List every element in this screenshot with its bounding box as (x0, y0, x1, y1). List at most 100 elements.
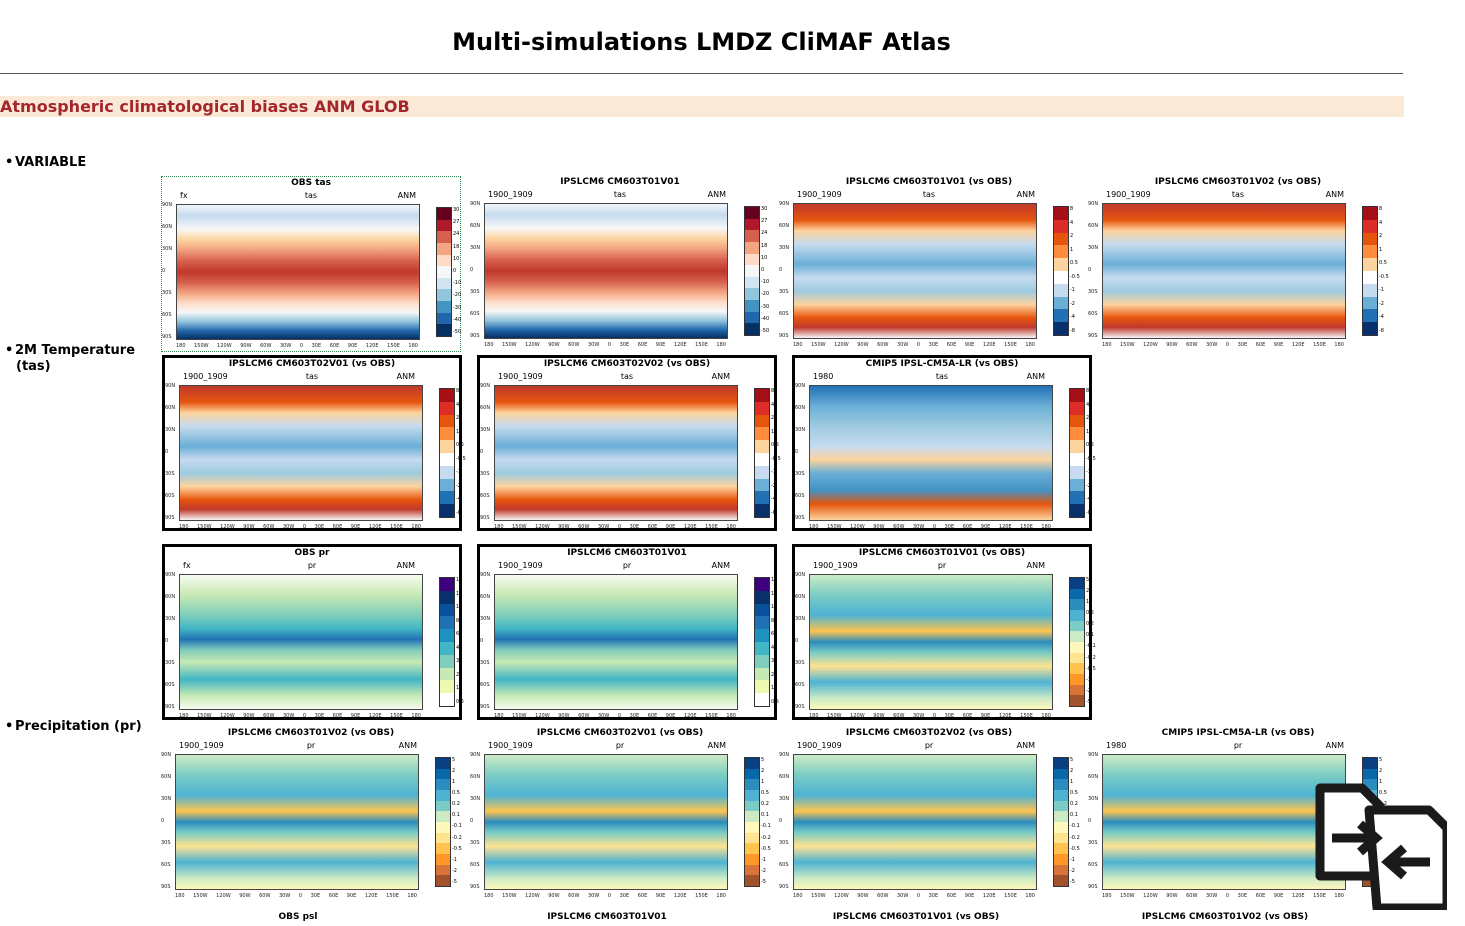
colorbar-tick-label: 1 (456, 428, 460, 435)
colorbar-tick-label: 10 (761, 254, 768, 261)
lon-tick-label: 180 (809, 524, 819, 530)
lat-tick-label: 60S (165, 682, 175, 688)
lon-tick-label: 120W (850, 713, 865, 719)
colorbar-segment (755, 478, 769, 492)
lon-tick-label: 150W (502, 893, 517, 899)
lon-tick-label: 180 (411, 713, 421, 719)
lon-axis: 180 150W 120W 90W 60W 30W 0 30E 60E 90E 120E 150E 18… (484, 893, 726, 899)
colorbar-tick-label: 2 (1086, 415, 1090, 422)
map-panel[interactable]: CMIP5 IPSL-CM5A-LR (vs OBS) 1980 pr ANM 90N 6… (1088, 727, 1389, 903)
map-panel[interactable]: CMIP5 IPSL-CM5A-LR (vs OBS) 1980 tas ANM 90N… (792, 355, 1096, 531)
map-panel[interactable]: IPSLCM6 CM603T01V01 1900_1909 pr ANM 90N 60N 3… (477, 544, 779, 720)
map-panel[interactable]: IPSLCM6 CM603T01V02 (vs OBS) 1900_1909 tas… (1088, 176, 1389, 352)
colorbar (1362, 206, 1378, 336)
colorbar-segment (1070, 652, 1084, 664)
map-panel[interactable]: OBS pr fx pr ANM 90N 60N 30N 0 30S 60S 90S 180 150W 1… (162, 544, 464, 720)
lon-tick-label: 60E (647, 713, 658, 719)
lon-tick-label: 120E (673, 342, 687, 348)
colorbar-tick-label: 14 (456, 577, 463, 583)
lon-tick-label: 30W (279, 343, 292, 349)
panel-season: ANM (1026, 372, 1045, 381)
map-panel[interactable]: IPSLCM6 CM603T02V02 (vs OBS) 1900_1909 pr A… (779, 727, 1080, 903)
colorbar-segment (436, 800, 450, 812)
colorbar-segment (1070, 440, 1084, 453)
colorbar-tick-label: -4 (456, 496, 461, 503)
lon-tick-label: 120E (368, 524, 382, 530)
lon-tick-label: 30E (311, 343, 322, 349)
panel-season: ANM (711, 372, 730, 381)
colorbar-segment (440, 667, 454, 681)
colorbar-segment (436, 853, 450, 865)
map-panel[interactable]: IPSLCM6 CM603T01V02 (vs OBS) 1900_1909 pr A… (161, 727, 462, 903)
map-panel[interactable]: IPSLCM6 CM603T01V01 (vs OBS) 1900_1909 tas… (779, 176, 1080, 352)
panel-title: CMIP5 IPSL-CM5A-LR (vs OBS) (865, 359, 1019, 369)
lon-tick-label: 90W (548, 893, 560, 899)
lon-tick-label: 120E (1291, 893, 1305, 899)
lon-tick-label: 180 (179, 524, 189, 530)
lat-tick-label: 30N (165, 427, 176, 433)
compare-files-icon[interactable] (1312, 780, 1447, 910)
lon-tick-label: 150E (1004, 893, 1017, 899)
lat-tick-label: 90N (779, 201, 790, 207)
colorbar-segment (440, 680, 454, 694)
world-map (179, 385, 423, 521)
colorbar-tick-label: -40 (453, 316, 462, 323)
lat-tick-label: 60S (161, 862, 171, 868)
colorbar-segment (755, 629, 769, 642)
lat-tick-label: 30S (779, 840, 789, 846)
colorbar-tick-label: -0.5 (1379, 273, 1389, 280)
panel-variable: tas (613, 190, 627, 199)
colorbar-segment (745, 300, 759, 312)
panel-title: IPSLCM6 CM603T02V01 (vs OBS) (536, 728, 704, 738)
lat-tick-label: 0 (1088, 818, 1092, 824)
colorbar-tick-label: -1 (452, 856, 457, 863)
colorbar-segment (755, 680, 769, 694)
lon-tick-label: 90W (857, 893, 869, 899)
colorbar-segment (440, 427, 454, 441)
map-panel[interactable]: IPSLCM6 CM603T02V01 (vs OBS) 1900_1909 tas… (162, 355, 466, 531)
colorbar-tick-label: 4 (1086, 401, 1090, 408)
map-panel[interactable]: IPSLCM6 CM603T01V01 1900_1909 tas ANM 90N 60N… (470, 176, 770, 352)
lat-tick-label: 0 (162, 268, 166, 274)
lat-tick-label: 60N (470, 223, 481, 229)
lon-tick-label: 180 (408, 343, 418, 349)
lon-tick-label: 150E (705, 713, 718, 719)
colorbar-tick-label: 0.2 (452, 801, 460, 808)
lon-tick-label: 90W (873, 524, 885, 530)
colorbar-tick-label: -0.5 (1070, 845, 1080, 852)
lon-tick-label: 150W (512, 524, 527, 530)
map-panel[interactable]: IPSLCM6 CM603T02V02 (vs OBS) 1900_1909 tas… (477, 355, 781, 531)
colorbar-segment (437, 312, 451, 325)
panel-period: 1900_1909 (183, 372, 228, 381)
lon-axis: 180 150W 120W 90W 60W 30W 0 30E 60E 90E 120E 150E 18… (175, 893, 417, 899)
colorbar-segment (1054, 322, 1068, 335)
map-panel[interactable]: IPSLCM6 CM603T02V01 (vs OBS) 1900_1909 pr A… (470, 727, 771, 903)
map-panel[interactable]: IPSLCM6 CM603T01V01 (vs OBS) 1900_1909 pr A… (792, 544, 1096, 720)
map-panel[interactable]: OBS tas fx tas ANM 90N 60N 30N 0 30S 60S 90S 180 150… (161, 176, 461, 352)
row-label-pr: • Precipitation (pr) (5, 719, 142, 734)
lat-tick-label: 30S (165, 660, 175, 666)
lat-tick-label: 90N (470, 201, 481, 207)
lon-tick-label: 120W (220, 524, 235, 530)
lon-tick-label: 60E (946, 342, 957, 348)
colorbar-tick-label: -50 (761, 327, 770, 334)
colorbar-segment (755, 427, 769, 441)
lat-tick-label: 90N (795, 383, 806, 389)
lat-tick-label: 30S (161, 840, 171, 846)
panel-season: ANM (711, 561, 730, 570)
lat-tick-label: 60S (779, 311, 789, 317)
colorbar-tick-label: 0.5 (1379, 790, 1387, 797)
lon-tick-label: 90E (1273, 342, 1284, 348)
lon-tick-label: 90E (655, 893, 666, 899)
lon-tick-label: 150E (390, 713, 403, 719)
panel-title: IPSLCM6 CM603T01V02 (vs OBS) (1154, 177, 1322, 187)
lon-tick-label: 30E (629, 713, 640, 719)
panel-variable: pr (622, 561, 632, 570)
colorbar-tick-label: 1 (1070, 246, 1074, 253)
colorbar-segment (1363, 309, 1377, 323)
lat-tick-label: 30N (480, 616, 491, 622)
lon-tick-label: 90E (964, 342, 975, 348)
colorbar-tick-label: 0.5 (1070, 790, 1078, 797)
colorbar-segment (1054, 853, 1068, 865)
lon-tick-label: 0 (607, 342, 612, 348)
